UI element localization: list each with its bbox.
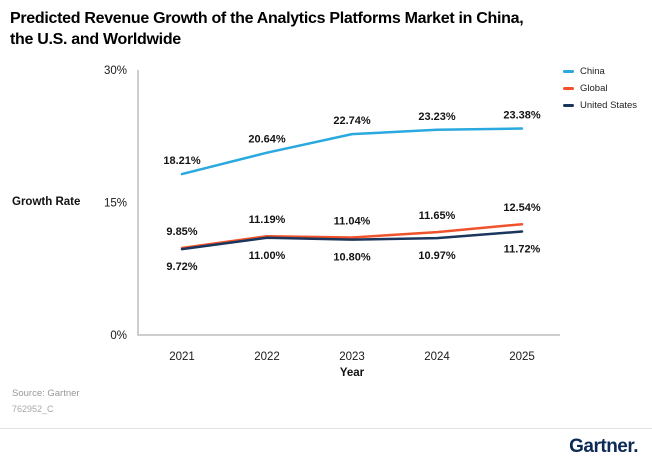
legend-label-united-states: United States bbox=[580, 100, 638, 111]
footer-separator bbox=[0, 428, 652, 429]
axis-lines bbox=[137, 70, 560, 336]
legend-item-china: China bbox=[563, 66, 637, 77]
document-id: 762952_C bbox=[12, 404, 54, 414]
y-axis-title: Growth Rate bbox=[12, 196, 81, 208]
legend: China Global United States bbox=[563, 66, 637, 111]
data-label: 12.54% bbox=[503, 202, 541, 214]
data-label: 11.72% bbox=[504, 244, 541, 256]
data-label: 20.64% bbox=[248, 134, 286, 146]
y-tick-label: 0% bbox=[110, 330, 127, 342]
series-line-china bbox=[180, 127, 524, 176]
data-label: 9.72% bbox=[166, 261, 197, 273]
legend-marker-china-icon bbox=[563, 70, 574, 73]
legend-item-united-states: United States bbox=[563, 100, 637, 111]
data-label: 10.97% bbox=[418, 250, 456, 262]
x-tick-label: 2022 bbox=[254, 351, 280, 363]
x-tick-label: 2023 bbox=[339, 351, 365, 363]
data-label: 23.38% bbox=[503, 110, 541, 122]
legend-item-global: Global bbox=[563, 83, 637, 94]
source-text: Source: Gartner bbox=[12, 388, 80, 399]
data-label: 11.00% bbox=[249, 250, 286, 262]
data-label: 23.23% bbox=[418, 111, 456, 123]
y-tick-label: 30% bbox=[104, 65, 127, 77]
data-label: 9.85% bbox=[166, 226, 197, 238]
y-tick-label: 15% bbox=[104, 198, 127, 210]
data-label: 11.04% bbox=[334, 216, 371, 228]
data-label: 18.21% bbox=[163, 155, 201, 167]
legend-marker-united-states-icon bbox=[563, 104, 574, 107]
data-label: 11.65% bbox=[419, 210, 456, 222]
x-tick-label: 2024 bbox=[424, 351, 450, 363]
legend-label-china: China bbox=[580, 66, 605, 77]
data-label: 11.19% bbox=[249, 214, 286, 226]
data-label: 22.74% bbox=[333, 115, 371, 127]
chart-title-line2: the U.S. and Worldwide bbox=[10, 31, 181, 48]
chart-title: Predicted Revenue Growth of the Analytic… bbox=[10, 8, 630, 50]
series-line-united-states bbox=[180, 230, 524, 251]
legend-marker-global-icon bbox=[563, 87, 574, 90]
chart-title-line1: Predicted Revenue Growth of the Analytic… bbox=[10, 10, 524, 27]
legend-label-global: Global bbox=[580, 83, 608, 94]
x-tick-label: 2025 bbox=[509, 351, 535, 363]
gartner-logo: Gartner. bbox=[569, 436, 638, 457]
series-line-global bbox=[180, 222, 524, 250]
x-axis-title: Year bbox=[339, 367, 365, 379]
data-label: 10.80% bbox=[333, 252, 371, 264]
x-tick-label: 2021 bbox=[169, 351, 195, 363]
